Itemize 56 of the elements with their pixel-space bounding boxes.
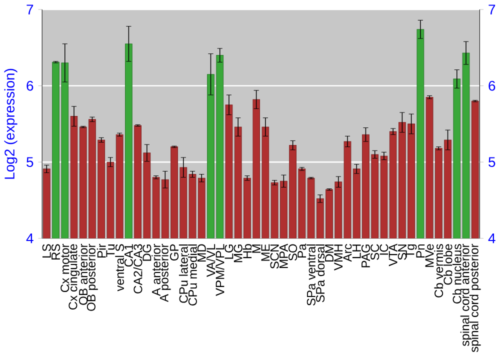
y-tick-label: 4 bbox=[26, 234, 34, 244]
x-tick-label: OB anterior bbox=[78, 244, 88, 306]
x-tick-label: SO bbox=[288, 244, 298, 261]
x-tick-label: MVe bbox=[425, 244, 434, 267]
x-tick-label: ventral S bbox=[115, 244, 124, 292]
x-tick-label: SN bbox=[398, 244, 406, 260]
x-tick-label: CPu medial bbox=[188, 244, 197, 306]
x-tick-label: SPa ventral bbox=[306, 244, 316, 306]
x-tick-label: MPA bbox=[280, 244, 288, 268]
x-tick-label: Pir bbox=[96, 244, 106, 258]
x-tick-label: LS bbox=[42, 244, 51, 258]
x-tick-label: Pa bbox=[298, 244, 306, 258]
x-tick-label: RS bbox=[51, 244, 60, 260]
x-tick-label: A posterior bbox=[160, 244, 171, 302]
x-tick-label: M bbox=[252, 244, 260, 253]
y2-tick-label: 6 bbox=[488, 81, 496, 91]
x-tick-label: Tu bbox=[106, 244, 115, 258]
x-tick-label: Cb vermis bbox=[434, 244, 444, 298]
y-tick-label: 5 bbox=[26, 157, 34, 168]
x-tick-label: SCN bbox=[270, 244, 279, 269]
x-tick-label: LH bbox=[352, 244, 361, 258]
x-tick-label: GP bbox=[170, 244, 179, 261]
x-tick-label: VA/VL bbox=[206, 244, 216, 278]
y-tick-label: 6 bbox=[26, 81, 34, 91]
x-tick-label: spinal cord posterior bbox=[469, 244, 481, 352]
x-tick-label: Cb lobe bbox=[443, 244, 452, 285]
y-tick-label: 7 bbox=[26, 4, 34, 14]
x-tick-label: VTA bbox=[388, 244, 398, 266]
x-tick-label: SC bbox=[370, 244, 380, 260]
x-tick-label: Cb nucleus bbox=[452, 244, 462, 304]
x-tick-label: CA2/CA3 bbox=[133, 244, 142, 294]
x-tick-label: Pn bbox=[416, 244, 425, 258]
x-tick-label: Arc bbox=[343, 244, 352, 262]
y2-tick-label: 5 bbox=[488, 157, 496, 168]
y2-tick-label: 7 bbox=[488, 4, 496, 14]
x-tick-label: DG bbox=[142, 244, 152, 261]
x-tick-label: DM bbox=[325, 244, 334, 262]
x-tick-label: MG bbox=[234, 244, 242, 262]
x-tick-label: MD bbox=[197, 244, 206, 262]
x-tick-label: A anterior bbox=[152, 244, 160, 296]
x-tick-label: Tg bbox=[406, 244, 417, 258]
x-tick-label: VMH bbox=[334, 244, 343, 271]
x-tick-label: CA1 bbox=[124, 244, 133, 267]
x-tick-label: LG bbox=[224, 244, 234, 259]
x-tick-label: ME bbox=[261, 244, 270, 261]
x-tick-label: OB posterior bbox=[86, 244, 98, 312]
x-tick-label: Cx cingulate bbox=[68, 244, 80, 310]
y2-tick-label: 4 bbox=[488, 234, 496, 244]
x-tick-label: CPu lateral bbox=[178, 244, 188, 303]
x-tick-label: SPa dorsal bbox=[316, 244, 325, 302]
x-tick-label: Hb bbox=[242, 244, 252, 258]
x-tick-label: VPM/VPL bbox=[215, 244, 224, 296]
x-tick-label: Cx motor bbox=[60, 244, 70, 292]
x-tick-label: IC bbox=[380, 244, 388, 255]
x-tick-label: PAG bbox=[361, 244, 370, 268]
y-axis-title: Log2 (expression) bbox=[4, 69, 18, 179]
